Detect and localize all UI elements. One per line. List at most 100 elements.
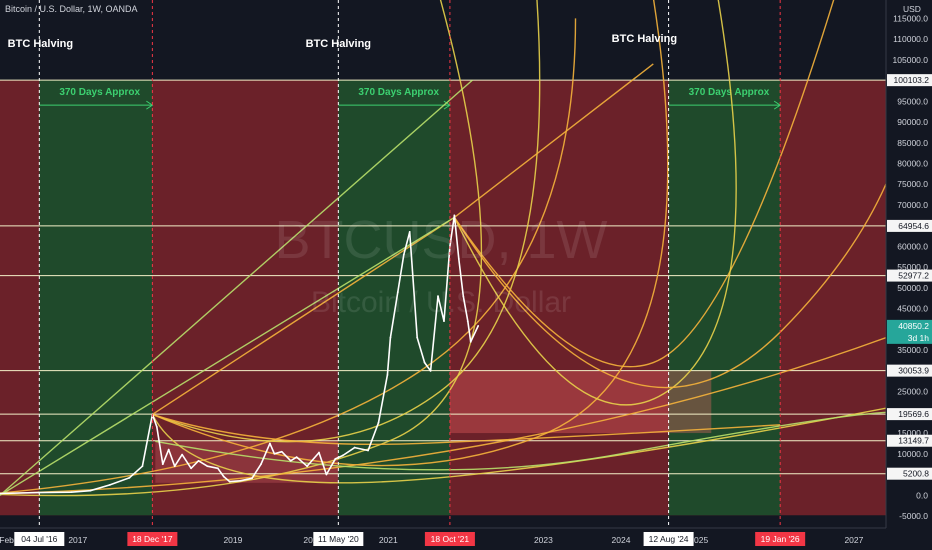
price-tick: 60000.0 (897, 241, 928, 251)
price-point (457, 257, 460, 260)
price-tick: 10000.0 (897, 449, 928, 459)
projection-box (449, 370, 712, 434)
arrow-head (443, 100, 451, 110)
price-point (206, 465, 209, 468)
level-tag: 30053.9 (898, 366, 929, 376)
date-marker-tag-bg (313, 532, 364, 546)
price-tick: 15000.0 (897, 428, 928, 438)
price-tick: 115000.0 (893, 13, 928, 23)
currency-label: USD (903, 4, 921, 14)
price-tick: 0.0 (916, 490, 928, 500)
price-point (222, 475, 225, 478)
price-point (389, 336, 392, 339)
projection-curve-3 (152, 0, 669, 467)
time-tick: 2025 (689, 535, 708, 545)
date-marker-tag: 18 Dec '17 (132, 534, 173, 544)
price-point (197, 459, 200, 462)
projection-curve-8 (152, 413, 781, 446)
date-marker-tag: 12 Aug '24 (649, 534, 689, 544)
price-point (239, 479, 242, 482)
price-point (273, 452, 276, 455)
price-point (295, 456, 298, 459)
price-point (70, 491, 73, 494)
price-point (423, 361, 426, 364)
level-tag-bg (887, 408, 932, 421)
price-point (408, 231, 411, 233)
price-point (181, 453, 184, 456)
date-marker-tag-bg (424, 532, 475, 546)
time-tick: 2021 (379, 535, 398, 545)
price-tick: 45000.0 (897, 304, 928, 314)
price-tick: 80000.0 (897, 159, 928, 169)
price-point (462, 295, 465, 298)
halving-label-1: BTC Halving (8, 38, 73, 50)
projection-curve-9 (0, 79, 473, 496)
level-tag: 5200.8 (903, 469, 929, 479)
projection-curve-7 (453, 182, 886, 389)
last-price-tag (887, 319, 932, 344)
price-point (216, 467, 219, 470)
level-tag-bg (887, 467, 932, 480)
price-point (318, 451, 320, 454)
price-point (466, 320, 469, 322)
price-point (341, 454, 344, 457)
price-point (443, 320, 445, 322)
price-tick: 95000.0 (897, 96, 928, 106)
level-tag: 13149.7 (898, 436, 929, 446)
arrow-head (146, 100, 154, 110)
date-marker-tag-bg (127, 532, 178, 546)
level-tag-bg (887, 434, 932, 447)
time-axis[interactable]: Feb 2017 2019 202 2021 2023 2024 2025 2027 04 Jul… (0, 527, 932, 550)
projection-curve-12 (151, 407, 886, 484)
projection-curve-1 (0, 18, 577, 494)
price-point (128, 476, 131, 479)
bull-window-label: 370 Days Approx (358, 87, 439, 98)
price-point (453, 214, 456, 217)
chart-title: Bitcoin / U.S. Dollar, 1W, OANDA (5, 4, 138, 14)
price-tick: 85000.0 (897, 138, 928, 148)
price-point (402, 253, 405, 256)
price-point (416, 336, 419, 339)
time-tick: 2017 (68, 535, 87, 545)
price-point (141, 465, 144, 468)
time-tick: 2023 (534, 535, 553, 545)
price-tick: 50000.0 (897, 283, 928, 293)
date-marker-tag: 04 Jul '16 (21, 534, 57, 544)
price-point (377, 421, 380, 424)
date-marker-tag: 19 Jan '26 (761, 534, 800, 544)
price-point (289, 459, 292, 462)
price-point (353, 446, 356, 449)
last-price-value: 40850.2 (898, 321, 929, 331)
price-tick: 105000.0 (893, 55, 929, 65)
projection-curve-14 (155, 411, 886, 471)
price-scale[interactable]: 115000.0 110000.0 105000.0 95000.0 90000.0 85… (885, 0, 932, 550)
level-tag: 100103.2 (894, 75, 930, 85)
bull-window-label: 370 Days Approx (59, 87, 140, 98)
time-tick: 202 (303, 535, 317, 545)
projection-curve-13 (0, 337, 886, 495)
date-marker-tag-bg (643, 532, 694, 546)
projection-curve-11 (0, 216, 455, 496)
price-tick: -5000.0 (899, 511, 928, 521)
price-point (190, 467, 192, 470)
level-tag: 52977.2 (898, 271, 929, 281)
price-point (306, 465, 308, 468)
price-point (161, 463, 164, 466)
price-tick: 75000.0 (897, 179, 928, 189)
level-tag: 64954.6 (898, 221, 929, 231)
halving-label-3: BTC Halving (612, 33, 677, 45)
price-tick: 90000.0 (897, 117, 928, 127)
price-point (228, 480, 231, 483)
time-tick: 2019 (223, 535, 242, 545)
price-tick: 70000.0 (897, 200, 928, 210)
price-point (89, 489, 92, 492)
bull-window-1 (39, 80, 153, 516)
arrow-head (773, 100, 782, 110)
level-tag-bg (887, 219, 932, 232)
price-point (280, 450, 283, 453)
projection-curve-2 (0, 0, 483, 497)
date-marker-tag-bg (755, 532, 806, 546)
price-point (477, 324, 480, 327)
price-point (0, 492, 1, 495)
